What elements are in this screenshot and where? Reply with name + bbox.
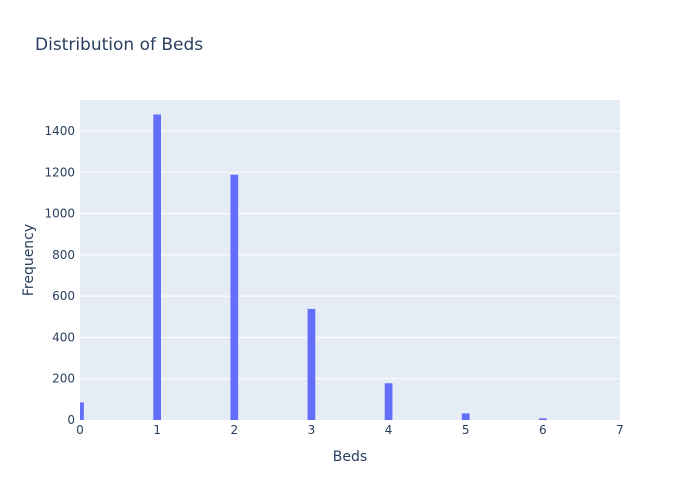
- y-tick-label: 1000: [44, 207, 75, 221]
- y-tick-label: 600: [52, 289, 75, 303]
- bar-beds-5: [461, 413, 470, 420]
- x-axis-title: Beds: [333, 449, 367, 465]
- x-tick-label: 3: [308, 423, 316, 437]
- bar-beds-6: [539, 418, 547, 420]
- bar-beds-4: [384, 383, 393, 420]
- bar-beds-0: [80, 402, 84, 420]
- bar-beds-2: [230, 174, 239, 420]
- x-tick-labels: 0 1 2 3 4 5 6 7: [76, 423, 624, 437]
- x-tick-label: 4: [385, 423, 393, 437]
- x-tick-label: 1: [153, 423, 161, 437]
- y-tick-label: 1200: [44, 165, 75, 179]
- y-tick-label: 200: [52, 372, 75, 386]
- x-tick-label: 2: [230, 423, 238, 437]
- y-tick-label: 800: [52, 248, 75, 262]
- plot-area: [80, 100, 620, 420]
- y-tick-label: 0: [67, 413, 75, 427]
- x-tick-label: 6: [539, 423, 547, 437]
- bars: [80, 114, 547, 421]
- y-tick-labels: 0 200 400 600 800 1000 1200 1400: [44, 124, 75, 427]
- x-tick-label: 7: [616, 423, 624, 437]
- bar-beds-1: [153, 114, 161, 421]
- x-tick-label: 5: [462, 423, 470, 437]
- x-tick-label: 0: [76, 423, 84, 437]
- y-tick-label: 400: [52, 330, 75, 344]
- y-tick-label: 1400: [44, 124, 75, 138]
- chart-title: Distribution of Beds: [35, 35, 203, 55]
- gridlines: [80, 130, 620, 380]
- bar-beds-3: [307, 308, 316, 420]
- y-axis-title: Frequency: [21, 224, 37, 296]
